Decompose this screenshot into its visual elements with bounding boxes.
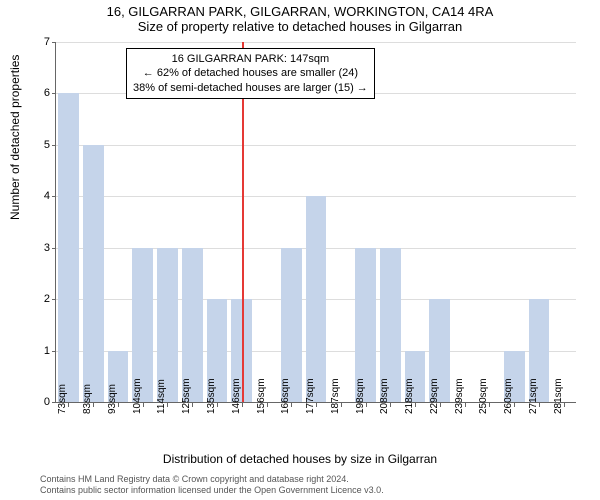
bar-slot: 83sqm [81, 42, 106, 402]
xtick-label: 229sqm [429, 378, 440, 414]
xtick-mark [514, 403, 515, 407]
bar [83, 145, 104, 402]
bar [58, 93, 79, 402]
xtick-label: 125sqm [181, 378, 192, 414]
xtick-label: 187sqm [330, 378, 341, 414]
bar-slot: 281sqm [551, 42, 576, 402]
xtick-mark [440, 403, 441, 407]
xtick-label: 198sqm [355, 378, 366, 414]
xtick-label: 104sqm [132, 378, 143, 414]
xtick-mark [291, 403, 292, 407]
xtick-mark [167, 403, 168, 407]
annotation-line2: ← 62% of detached houses are smaller (24… [133, 66, 368, 80]
xtick-label: 281sqm [553, 378, 564, 414]
xtick-label: 135sqm [206, 378, 217, 414]
bar [306, 196, 327, 402]
xtick-label: 146sqm [231, 378, 242, 414]
xtick-label: 166sqm [280, 378, 291, 414]
xtick-mark [316, 403, 317, 407]
xtick-mark [192, 403, 193, 407]
xtick-label: 114sqm [156, 379, 167, 414]
ytick-label: 1 [28, 345, 50, 357]
xtick-label: 250sqm [478, 378, 489, 414]
ytick-label: 2 [28, 293, 50, 305]
bar-slot: 250sqm [477, 42, 502, 402]
footer-line2: Contains public sector information licen… [40, 485, 384, 496]
xtick-label: 83sqm [82, 384, 93, 414]
xtick-mark [539, 403, 540, 407]
x-axis-label: Distribution of detached houses by size … [0, 452, 600, 466]
ytick-label: 0 [28, 396, 50, 408]
title-secondary: Size of property relative to detached ho… [0, 19, 600, 36]
ytick-label: 3 [28, 242, 50, 254]
xtick-mark [415, 403, 416, 407]
xtick-mark [390, 403, 391, 407]
ytick-label: 7 [28, 36, 50, 48]
bar-slot: 239sqm [452, 42, 477, 402]
bar-slot: 271sqm [527, 42, 552, 402]
xtick-label: 239sqm [454, 378, 465, 414]
y-axis-label: Number of detached properties [8, 55, 22, 220]
xtick-mark [68, 403, 69, 407]
xtick-mark [489, 403, 490, 407]
xtick-label: 73sqm [57, 384, 68, 414]
ytick-label: 4 [28, 190, 50, 202]
xtick-label: 177sqm [305, 378, 316, 414]
annotation-box: 16 GILGARRAN PARK: 147sqm ← 62% of detac… [126, 48, 375, 99]
xtick-mark [217, 403, 218, 407]
xtick-label: 208sqm [379, 378, 390, 414]
footer: Contains HM Land Registry data © Crown c… [40, 474, 384, 496]
bar-slot: 218sqm [403, 42, 428, 402]
xtick-label: 271sqm [528, 378, 539, 414]
xtick-mark [93, 403, 94, 407]
annotation-line3: 38% of semi-detached houses are larger (… [133, 81, 368, 95]
plot-area: 01234567 73sqm83sqm93sqm104sqm114sqm125s… [55, 42, 576, 403]
title-primary: 16, GILGARRAN PARK, GILGARRAN, WORKINGTO… [0, 0, 600, 19]
ytick-label: 5 [28, 139, 50, 151]
xtick-label: 93sqm [107, 384, 118, 414]
annotation-line1: 16 GILGARRAN PARK: 147sqm [133, 52, 368, 66]
chart-container: 16, GILGARRAN PARK, GILGARRAN, WORKINGTO… [0, 0, 600, 500]
bar-slot: 229sqm [427, 42, 452, 402]
xtick-label: 156sqm [256, 378, 267, 414]
xtick-label: 218sqm [404, 378, 415, 414]
xtick-mark [118, 403, 119, 407]
bar-slot: 73sqm [56, 42, 81, 402]
footer-line1: Contains HM Land Registry data © Crown c… [40, 474, 384, 485]
ytick-mark [52, 402, 56, 403]
bar-slot: 208sqm [378, 42, 403, 402]
ytick-label: 6 [28, 87, 50, 99]
xtick-label: 260sqm [503, 378, 514, 414]
bar-slot: 260sqm [502, 42, 527, 402]
